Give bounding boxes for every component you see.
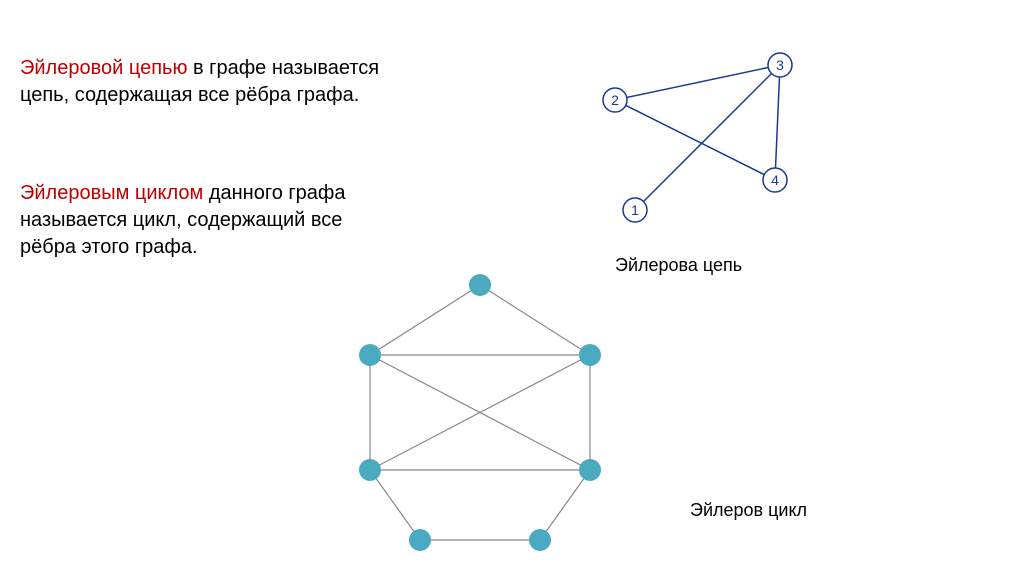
definition-1: Эйлеровой цепью в графе называется цепь,…	[20, 55, 380, 109]
graph-euler-path: 1 2 3 4	[560, 45, 860, 235]
graph-node	[359, 344, 381, 366]
graph-edge	[480, 285, 590, 355]
caption-euler-cycle: Эйлеров цикл	[690, 500, 807, 521]
graph-node-label: 3	[776, 57, 784, 73]
graph-node-label: 2	[611, 92, 619, 108]
graph-node	[579, 344, 601, 366]
graph-edge	[775, 65, 780, 180]
graph-node-label: 4	[771, 172, 779, 188]
graph-edge	[615, 65, 780, 100]
term-euler-path: Эйлеровой цепью	[20, 57, 193, 79]
term-euler-cycle: Эйлеровым циклом	[20, 182, 209, 204]
graph-node	[469, 274, 491, 296]
definition-2: Эйлеровым циклом данного графа называетс…	[20, 180, 380, 261]
graph-edge	[370, 285, 480, 355]
graph-node-label: 1	[631, 202, 639, 218]
graph-edge	[615, 100, 775, 180]
graph-edge	[540, 470, 590, 540]
graph-node	[579, 459, 601, 481]
graph-node	[359, 459, 381, 481]
graph-node	[529, 529, 551, 551]
graph-edge	[635, 65, 780, 210]
graph-edge	[370, 470, 420, 540]
graph-node	[409, 529, 431, 551]
graph-euler-cycle	[290, 270, 670, 560]
